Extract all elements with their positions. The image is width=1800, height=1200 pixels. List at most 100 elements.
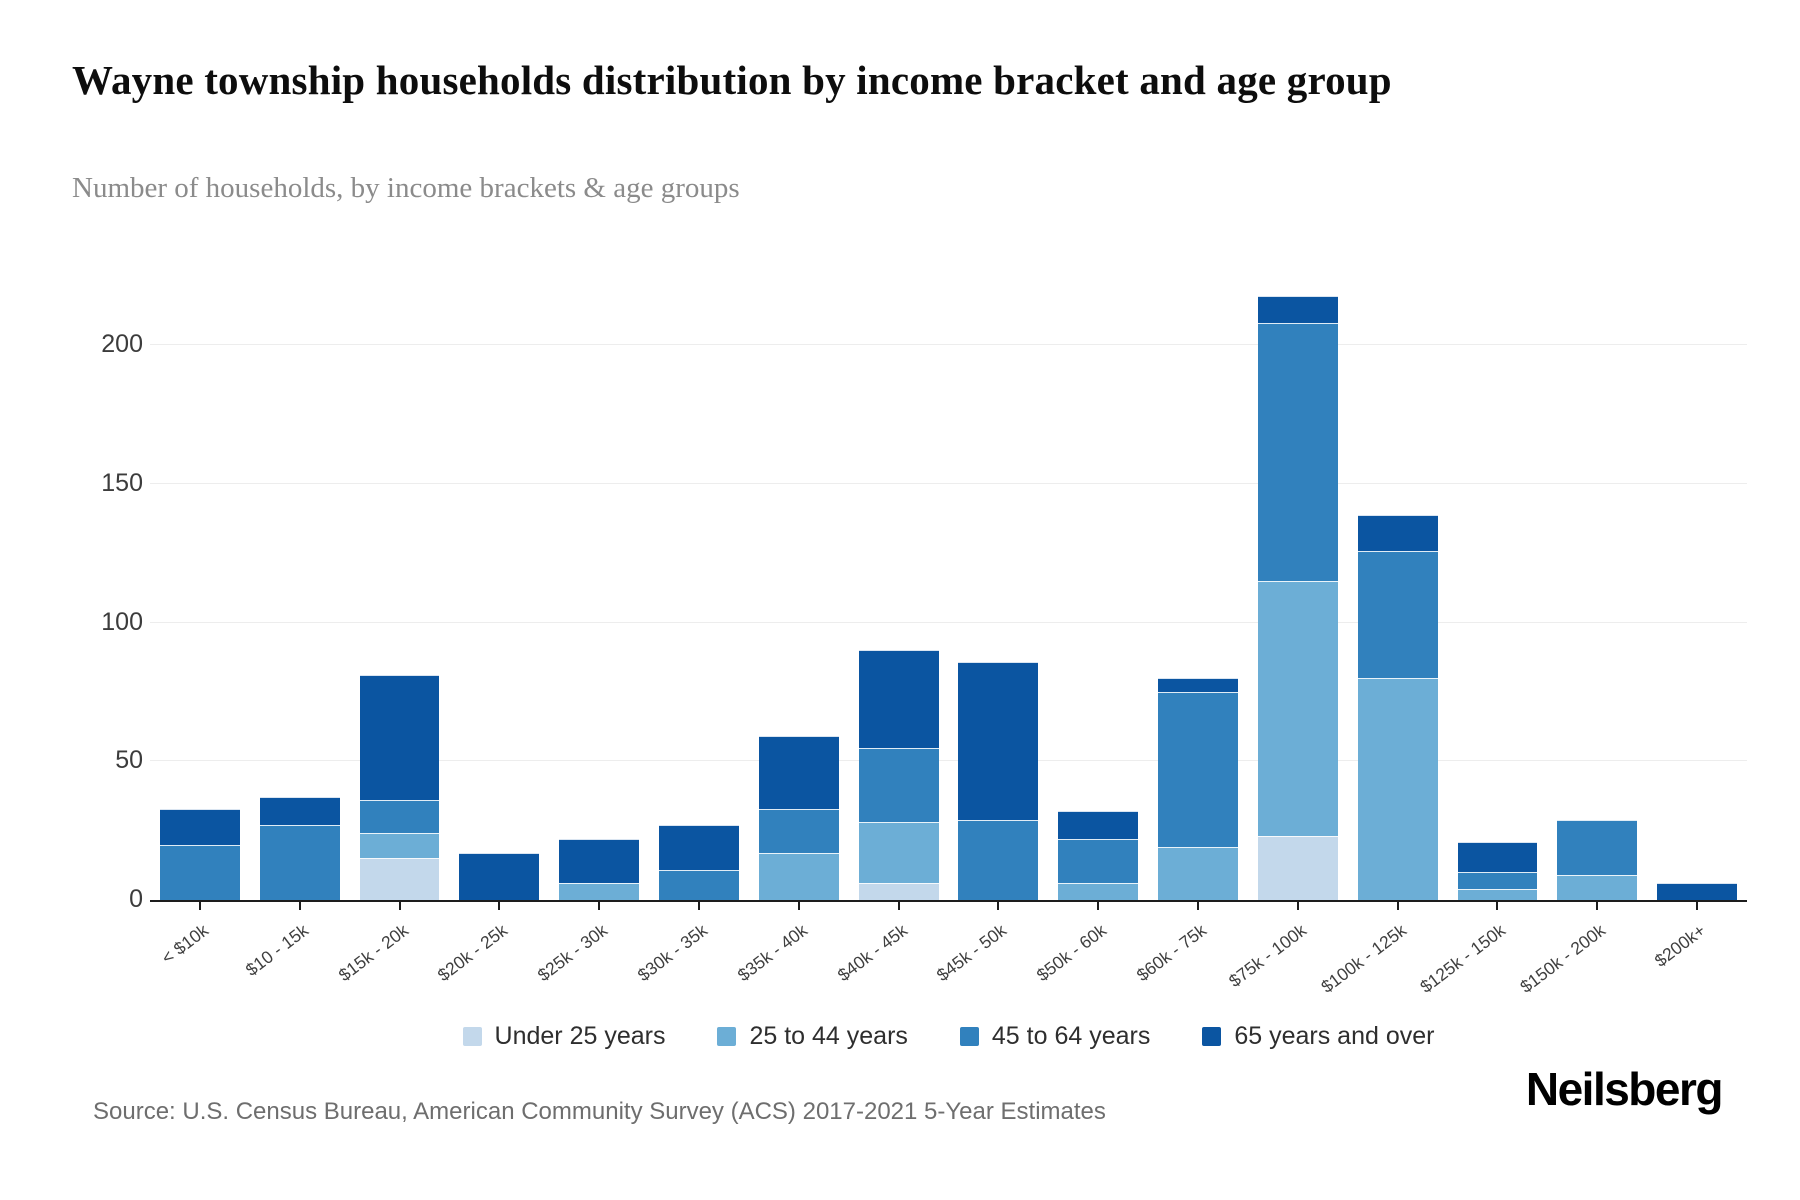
stacked-bar (758, 736, 839, 900)
stacked-bar (1158, 678, 1238, 900)
x-tick-mark (1097, 902, 1100, 910)
chart-subtitle: Number of households, by income brackets… (72, 172, 740, 204)
x-tick-mark (1396, 902, 1399, 910)
bar-slot (1448, 290, 1548, 900)
stacked-bar (1457, 841, 1538, 900)
bar-segment (958, 661, 1039, 820)
bar-segment (159, 808, 240, 845)
x-tick-mark (498, 902, 501, 910)
bar-slot (350, 290, 450, 900)
x-tick-mark (198, 902, 201, 910)
bar-segment (858, 650, 939, 748)
x-tick-mark (1596, 902, 1599, 910)
y-tick-label-100: 100 (101, 607, 143, 636)
gridline-100 (150, 621, 1747, 623)
x-tick-mark (598, 902, 601, 910)
bar-segment (958, 819, 1039, 900)
bar-slot (849, 290, 949, 900)
bar-slot (1547, 290, 1647, 900)
bar-segment (1257, 581, 1338, 837)
bar-segment (1158, 678, 1238, 693)
x-tick-label: $20k - 25k (434, 920, 512, 986)
bar-segment (459, 852, 540, 900)
bar-segment (1357, 678, 1438, 900)
bar-slot (949, 290, 1049, 900)
x-tick-mark (298, 902, 301, 910)
bar-slot (549, 290, 649, 900)
y-tick-label-0: 0 (129, 885, 143, 913)
bar-slot (749, 290, 849, 900)
bar-segment (1257, 323, 1338, 582)
bar-segment (1357, 514, 1438, 551)
x-tick-label: $100k - 125k (1316, 920, 1410, 997)
stacked-bar (159, 808, 240, 900)
bar-slot (1248, 290, 1348, 900)
y-tick-label-50: 50 (115, 746, 143, 775)
legend-item[interactable]: 45 to 64 years (959, 1022, 1150, 1051)
stacked-bar (1357, 514, 1438, 900)
plot-wrap: < $10k $10 - 15k $15k - 20k $20k - 25k $25k … (150, 290, 1747, 997)
x-tick-label: $60k - 75k (1132, 920, 1211, 986)
stacked-bar (1257, 295, 1338, 900)
legend-label: Under 25 years (494, 1022, 666, 1050)
legend-item[interactable]: Under 25 years (462, 1022, 666, 1051)
x-axis-labels: < $10k $10 - 15k $15k - 20k $20k - 25k $25k … (150, 912, 1747, 1032)
x-tick-label: $40k - 45k (833, 920, 911, 986)
bar-segment (1158, 692, 1238, 848)
y-tick-label-200: 200 (101, 330, 143, 359)
stacked-bar (359, 675, 440, 900)
x-tick-mark (697, 902, 700, 910)
legend-item[interactable]: 25 to 44 years (717, 1022, 908, 1051)
bar-segment (1457, 841, 1538, 873)
bar-segment (758, 808, 839, 853)
x-tick-mark (897, 902, 900, 910)
stacked-bar (559, 839, 640, 900)
x-tick-mark (1696, 902, 1699, 910)
x-tick-label: $15k - 20k (334, 920, 412, 986)
bar-segment (359, 833, 440, 859)
bar-segment (1058, 883, 1139, 900)
bar-slot (449, 290, 549, 900)
bar-segment (359, 858, 440, 900)
bar-segment (758, 736, 839, 809)
bar-segment (858, 883, 939, 900)
bar-segment (858, 747, 939, 823)
bar-slot (250, 290, 350, 900)
x-tick-label: $50k - 60k (1032, 920, 1111, 986)
bar-segment (259, 797, 340, 826)
bar-segment (758, 852, 839, 900)
bars-container (150, 290, 1747, 900)
bar-segment (1257, 836, 1338, 900)
stacked-bar (1058, 811, 1139, 900)
y-axis: 0 50 100 150 200 (88, 290, 143, 913)
bar-slot (649, 290, 749, 900)
chart-title: Wayne township households distribution b… (72, 57, 1392, 103)
bar-segment (1557, 875, 1638, 900)
legend-swatch-icon (1202, 1027, 1222, 1046)
stacked-bar (958, 661, 1039, 900)
bar-segment (559, 839, 640, 884)
x-tick-label: $25k - 30k (533, 920, 612, 986)
x-tick-mark (1197, 902, 1200, 910)
bar-slot (1348, 290, 1448, 900)
bar-segment (559, 883, 640, 900)
x-tick-mark (398, 902, 401, 910)
legend-label: 25 to 44 years (749, 1022, 908, 1050)
stacked-bar (659, 825, 739, 900)
x-tick-label: < $10k (157, 920, 212, 968)
gridline-50 (150, 760, 1747, 762)
x-tick-label: $125k - 150k (1416, 920, 1510, 997)
x-tick-mark (1496, 902, 1499, 910)
x-tick-label: $150k - 200k (1516, 920, 1610, 997)
legend-swatch-icon (717, 1027, 737, 1046)
legend-item[interactable]: 65 years and over (1202, 1022, 1434, 1051)
bar-segment (259, 825, 340, 900)
bar-segment (1557, 819, 1638, 876)
bar-segment (1457, 888, 1538, 900)
x-tick-label: $35k - 40k (733, 920, 811, 986)
bar-slot (1148, 290, 1248, 900)
bar-segment (1357, 550, 1438, 679)
bar-segment (1058, 839, 1139, 884)
x-tick-mark (797, 902, 800, 910)
